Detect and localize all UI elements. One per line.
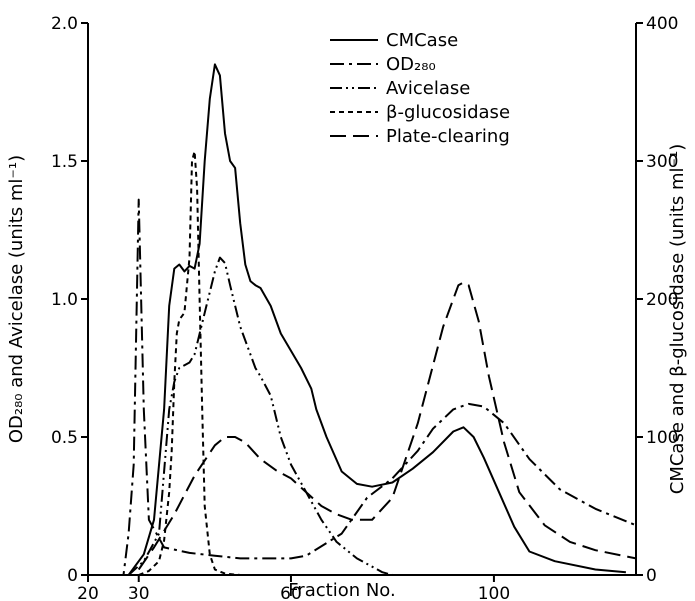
legend-label: CMCase	[386, 30, 458, 51]
y-left-tick-label: 0	[67, 566, 78, 586]
y-right-tick-label: 400	[646, 14, 678, 34]
axis-ticks: 20 30 60 100 0 0.5 1.0 1.5 2.0 0 100 200 300 400	[51, 14, 679, 601]
legend: CMCase OD₂₈₀ Avicelase β-glucosidase Plate-c…	[330, 30, 510, 147]
legend-label: OD₂₈₀	[386, 54, 436, 75]
series-line-2	[127, 256, 393, 576]
x-tick-label: 30	[128, 584, 150, 601]
x-tick-label: 100	[478, 584, 510, 601]
y-right-tick-label: 200	[646, 290, 678, 310]
x-axis-title: Fraction No.	[288, 580, 395, 601]
y-right-axis-title: CMCase and β-glucosidase (units ml⁻¹)	[667, 144, 688, 494]
x-tick-label: 60	[280, 584, 302, 601]
series-line-0	[108, 63, 626, 576]
series-line-1	[113, 198, 637, 576]
y-right-tick-label: 100	[646, 428, 678, 448]
y-left-tick-label: 2.0	[51, 14, 78, 34]
legend-label: β-glucosidase	[386, 102, 510, 123]
series-layer	[108, 63, 637, 576]
y-right-tick-label: 0	[646, 566, 657, 586]
y-right-tick-label: 300	[646, 152, 678, 172]
y-left-tick-label: 1.5	[51, 152, 78, 172]
legend-label: Plate-clearing	[386, 126, 510, 147]
y-left-tick-label: 1.0	[51, 290, 78, 310]
legend-label: Avicelase	[386, 78, 470, 99]
x-tick-label: 20	[77, 584, 99, 601]
y-left-tick-label: 0.5	[51, 428, 78, 448]
y-left-axis-title: OD₂₈₀ and Avicelase (units ml⁻¹)	[6, 155, 27, 443]
series-line-4	[137, 281, 637, 571]
